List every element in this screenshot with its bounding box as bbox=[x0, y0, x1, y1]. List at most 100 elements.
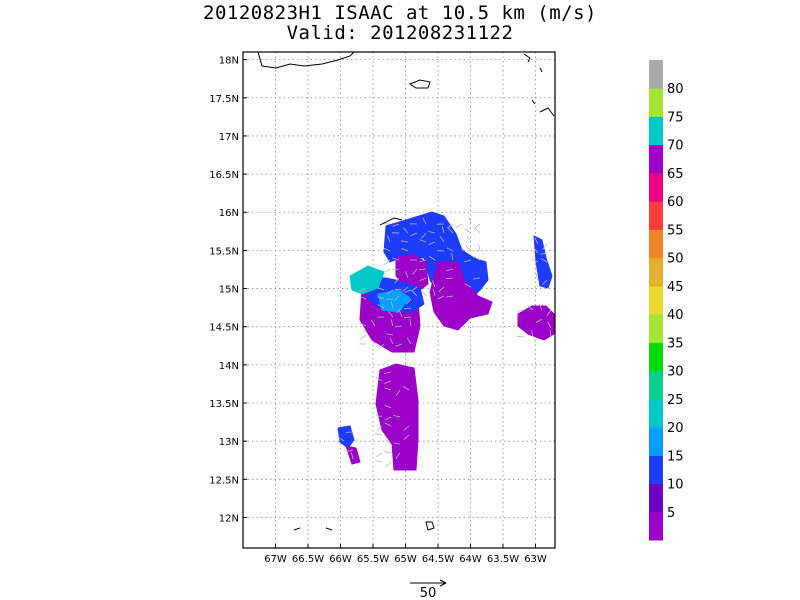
wind-vector-arrow-icon bbox=[384, 371, 392, 374]
colorbar-label: 60 bbox=[667, 195, 684, 210]
colorbar-swatch bbox=[649, 257, 663, 287]
wind-vector-arrow-icon bbox=[359, 322, 367, 327]
wind-vector-arrow-icon bbox=[446, 247, 454, 252]
lat-tick-label: 12N bbox=[219, 513, 239, 524]
wind-vector-arrow-icon bbox=[395, 452, 401, 459]
reference-vector: 50 bbox=[410, 579, 447, 600]
wind-vector-arrow-icon bbox=[438, 286, 445, 292]
colorbar-label: 25 bbox=[667, 393, 684, 408]
wind-vector-arrow-icon bbox=[409, 319, 412, 327]
wind-vector-arrow-icon bbox=[377, 296, 385, 300]
wind-vector-arrow-icon bbox=[419, 259, 427, 263]
wind-vector-arrow-icon bbox=[420, 290, 427, 297]
wind-vector-arrow-icon bbox=[399, 310, 403, 318]
latitude-tick-labels: 18N 17.5N 17N 16.5N 16N 15.5N 15N 14.5N 14N 13.5N… bbox=[209, 56, 247, 524]
wind-vector-arrow-icon bbox=[432, 289, 436, 297]
colorbar-swatch bbox=[649, 483, 663, 513]
wind-vector-arrow-icon bbox=[375, 414, 383, 418]
colorbar-label: 50 bbox=[667, 252, 684, 267]
wind-speed-patch bbox=[345, 445, 361, 465]
wind-speed-patch bbox=[429, 261, 493, 331]
lat-tick-label: 16N bbox=[219, 208, 239, 219]
wind-vector-arrow-icon bbox=[383, 247, 391, 252]
colorbar-swatch bbox=[649, 398, 663, 428]
wind-vector-arrow-icon bbox=[474, 223, 481, 229]
colorbar-label: 70 bbox=[667, 139, 684, 154]
wind-vector-arrow-icon bbox=[441, 226, 445, 234]
wind-vector-arrow-icon bbox=[388, 311, 394, 318]
coastline-segment bbox=[257, 51, 355, 69]
wind-vector-arrow-icon bbox=[422, 217, 427, 225]
wind-vector-arrow-icon bbox=[451, 253, 454, 261]
wind-speed-patch bbox=[395, 253, 429, 291]
wind-vector-arrow-icon bbox=[546, 309, 552, 316]
coastline-segment bbox=[539, 107, 555, 117]
wind-vector-arrow-icon bbox=[393, 415, 401, 418]
wind-vector-arrow-icon bbox=[535, 318, 543, 323]
coastline-segment bbox=[293, 527, 301, 531]
wind-vector-arrow-icon bbox=[412, 268, 418, 275]
wind-vector-arrow-icon bbox=[359, 295, 367, 300]
wind-vector-arrow-icon bbox=[446, 268, 454, 272]
colorbar: 5 10 15 20 25 30 35 40 45 50 55 60 65 70 75 80 bbox=[649, 60, 684, 541]
coastline-segment bbox=[325, 527, 333, 531]
reference-vector-arrowhead-icon bbox=[439, 579, 447, 587]
wind-vector-arrow-icon bbox=[541, 279, 548, 286]
lat-tick-label: 17N bbox=[219, 132, 239, 143]
colorbar-label: 45 bbox=[667, 280, 684, 295]
wind-vector-arrow-icon bbox=[473, 277, 481, 280]
colorbar-label: 80 bbox=[667, 82, 684, 97]
wind-vector-arrow-icon bbox=[542, 243, 548, 250]
wind-vector-arrow-icon bbox=[464, 229, 472, 234]
wind-vector-arrow-icon bbox=[395, 288, 403, 291]
wind-vector-arrow-icon bbox=[547, 321, 552, 329]
wind-vector-arrow-icon bbox=[378, 343, 385, 349]
wind-vector-arrow-icon bbox=[395, 343, 403, 347]
wind-vector-arrow-icon bbox=[466, 236, 472, 243]
wind-vector-arrow-icon bbox=[533, 247, 539, 254]
lon-tick-label: 65.5W bbox=[357, 554, 389, 565]
wind-vector-arrow-icon bbox=[540, 252, 548, 255]
wind-vector-arrow-icon bbox=[432, 280, 436, 288]
wind-vector-arrow-icon bbox=[387, 289, 394, 295]
colorbar-label: 65 bbox=[667, 167, 684, 182]
colorbar-swatch bbox=[649, 342, 663, 372]
wind-vector-arrow-icon bbox=[403, 307, 412, 310]
wind-vector-arrow-icon bbox=[531, 258, 539, 263]
wind-vector-arrow-icon bbox=[384, 422, 392, 427]
wind-vector-arrow-icon bbox=[446, 295, 454, 298]
wind-vector-arrow-icon bbox=[419, 277, 427, 282]
wind-vector-arrow-icon bbox=[389, 337, 394, 345]
wind-vector-arrow-icon bbox=[385, 439, 392, 445]
wind-vector-arrow-icon bbox=[392, 268, 400, 271]
wind-vector-arrow-icon bbox=[437, 295, 445, 300]
colorbar-label: 75 bbox=[667, 110, 684, 125]
wind-vector-arrow-icon bbox=[468, 217, 472, 225]
coastline-segment bbox=[425, 521, 435, 531]
wind-vector-arrow-icon bbox=[370, 338, 376, 345]
colorbar-swatch bbox=[649, 144, 663, 174]
wind-vector-arrow-icon bbox=[393, 442, 401, 445]
wind-vector-arrow-icon bbox=[396, 307, 403, 313]
wind-vector-arrow-icon bbox=[447, 227, 454, 234]
wind-vector-arrow-icon bbox=[403, 434, 410, 440]
wind-vector-arrow-icon bbox=[439, 235, 445, 243]
wind-vector-arrow-icon bbox=[405, 298, 412, 305]
wind-vector-arrow-icon bbox=[395, 389, 401, 396]
lon-tick-label: 63.5W bbox=[487, 554, 519, 565]
wind-vector-arrow-icon bbox=[377, 287, 385, 291]
wind-vector-arrow-icon bbox=[534, 237, 539, 245]
wind-vector-arrow-icon bbox=[455, 223, 463, 229]
wind-vector-arrow-icon bbox=[390, 319, 394, 327]
wind-vector-arrow-icon bbox=[392, 257, 400, 261]
wind-vector-arrow-icon bbox=[540, 258, 548, 263]
wind-vector-arrow-icon bbox=[473, 256, 481, 261]
lon-tick-label: 64W bbox=[459, 554, 482, 565]
wind-vector-arrow-icon bbox=[445, 277, 454, 280]
wind-speed-field bbox=[337, 211, 555, 471]
lon-tick-label: 64.5W bbox=[422, 554, 454, 565]
wind-vector-arrow-icon bbox=[538, 303, 543, 311]
wind-vector-arrow-icon bbox=[394, 277, 400, 284]
colorbar-swatch bbox=[649, 370, 663, 400]
wind-vector-arrow-icon bbox=[395, 325, 403, 328]
